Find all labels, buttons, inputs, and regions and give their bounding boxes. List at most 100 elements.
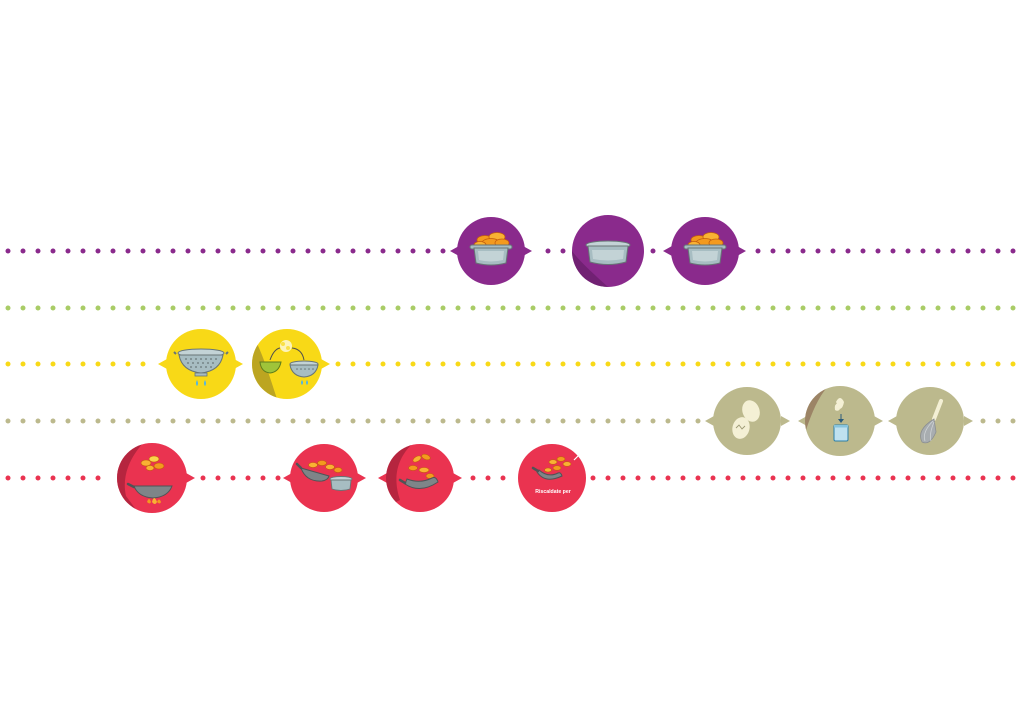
red-lane-dot — [860, 475, 866, 481]
purple-lane-dot — [755, 248, 761, 254]
yellow-lane-dot — [890, 361, 896, 367]
green-lane-dot — [530, 305, 536, 311]
yellow-lane-dot — [515, 361, 521, 367]
red-lane-dot — [950, 475, 956, 481]
purple-lane-dot — [50, 248, 56, 254]
olive-lane-dot — [95, 418, 101, 424]
red-lane-dot — [1010, 475, 1016, 481]
step-empty-pot[interactable] — [560, 215, 644, 300]
connector-left — [283, 473, 292, 483]
yellow-lane-dot — [695, 361, 701, 367]
yellow-lane-dot — [440, 361, 446, 367]
green-lane-dot — [980, 305, 986, 311]
purple-lane-dot — [560, 248, 566, 254]
red-lane-dot — [935, 475, 941, 481]
green-lane-dot — [410, 305, 416, 311]
step-eggs[interactable] — [705, 387, 790, 455]
purple-lane-dot — [815, 248, 821, 254]
step-crack-egg-into-cup[interactable] — [790, 380, 883, 456]
step-toss-wok-over-flame[interactable] — [110, 443, 195, 515]
olive-lane-dot — [290, 418, 296, 424]
wok-finish-icon — [531, 453, 581, 480]
purple-lane-dot — [35, 248, 41, 254]
yellow-lane-dot — [545, 361, 551, 367]
purple-lane-dot — [1010, 248, 1016, 254]
whisk-icon — [920, 399, 943, 444]
olive-lane-dot — [245, 418, 251, 424]
red-lane-dot — [485, 475, 491, 481]
yellow-lane — [158, 329, 330, 402]
green-lane-dot — [440, 305, 446, 311]
green-lane-dot — [785, 305, 791, 311]
red-lane-dot — [215, 475, 221, 481]
purple-lane-dot — [425, 248, 431, 254]
red-lane-dot — [635, 475, 641, 481]
purple-lane-dot — [320, 248, 326, 254]
yellow-lane-dot — [680, 361, 686, 367]
purple-lane-dot — [935, 248, 941, 254]
green-lane-dot — [335, 305, 341, 311]
olive-lane-dot — [680, 418, 686, 424]
step-toss-wok[interactable] — [378, 444, 462, 512]
yellow-lane-dot — [950, 361, 956, 367]
green-lane-dot — [185, 305, 191, 311]
red-lane-dot — [755, 475, 761, 481]
yellow-lane-dot — [905, 361, 911, 367]
red-lane-dot — [890, 475, 896, 481]
green-lane-dot — [50, 305, 56, 311]
red-lane-dot — [770, 475, 776, 481]
connector-right — [321, 359, 330, 369]
red-lane-dot — [965, 475, 971, 481]
green-lane-dot — [140, 305, 146, 311]
olive-lane-dot — [320, 418, 326, 424]
yellow-lane-dot — [800, 361, 806, 367]
purple-lane-dot — [200, 248, 206, 254]
step-pot-with-food-2[interactable] — [663, 217, 746, 285]
yellow-lane-dot — [95, 361, 101, 367]
connector-left — [158, 359, 167, 369]
olive-lane-dot — [380, 418, 386, 424]
green-lane-dot — [170, 305, 176, 311]
olive-lane-dot — [185, 418, 191, 424]
green-lane-dot — [815, 305, 821, 311]
green-lane-dot — [20, 305, 26, 311]
green-lane-dot — [470, 305, 476, 311]
step-whisk[interactable] — [888, 387, 973, 455]
purple-lane-dot — [350, 248, 356, 254]
connector-left — [663, 246, 672, 256]
red-lane-dot — [710, 475, 716, 481]
step-pot-with-food[interactable] — [450, 217, 532, 285]
step-transfer-to-colander[interactable] — [240, 329, 330, 402]
purple-lane-dot — [380, 248, 386, 254]
yellow-lane-dot — [50, 361, 56, 367]
purple-lane-dot — [155, 248, 161, 254]
green-lane-dot — [455, 305, 461, 311]
wok-to-pot-icon — [295, 460, 353, 491]
step-drain-colander[interactable] — [158, 329, 243, 399]
red-lane-dot — [245, 475, 251, 481]
green-lane-dot — [635, 305, 641, 311]
yellow-lane-dot — [350, 361, 356, 367]
green-lane-dot — [995, 305, 1001, 311]
step-wok-finish[interactable]: Riscaldate per — [518, 444, 586, 512]
yellow-lane-dot — [410, 361, 416, 367]
purple-lane-dot — [365, 248, 371, 254]
step-wok-to-pot[interactable] — [283, 444, 366, 512]
yellow-lane-dot — [860, 361, 866, 367]
olive-lane-dot — [35, 418, 41, 424]
green-lane-dot — [755, 305, 761, 311]
olive-lane-dot — [260, 418, 266, 424]
step-circle — [896, 387, 964, 455]
purple-lane-dot — [830, 248, 836, 254]
yellow-lane-dot — [335, 361, 341, 367]
yellow-lane-dot — [140, 361, 146, 367]
purple-lane-dot — [770, 248, 776, 254]
green-lane-dot — [215, 305, 221, 311]
yellow-lane-dot — [395, 361, 401, 367]
red-lane-dot — [50, 475, 56, 481]
green-lane-dot — [830, 305, 836, 311]
connector-left — [798, 416, 807, 426]
yellow-lane-dot — [755, 361, 761, 367]
olive-lane-dot — [395, 418, 401, 424]
green-lane-dot — [35, 305, 41, 311]
